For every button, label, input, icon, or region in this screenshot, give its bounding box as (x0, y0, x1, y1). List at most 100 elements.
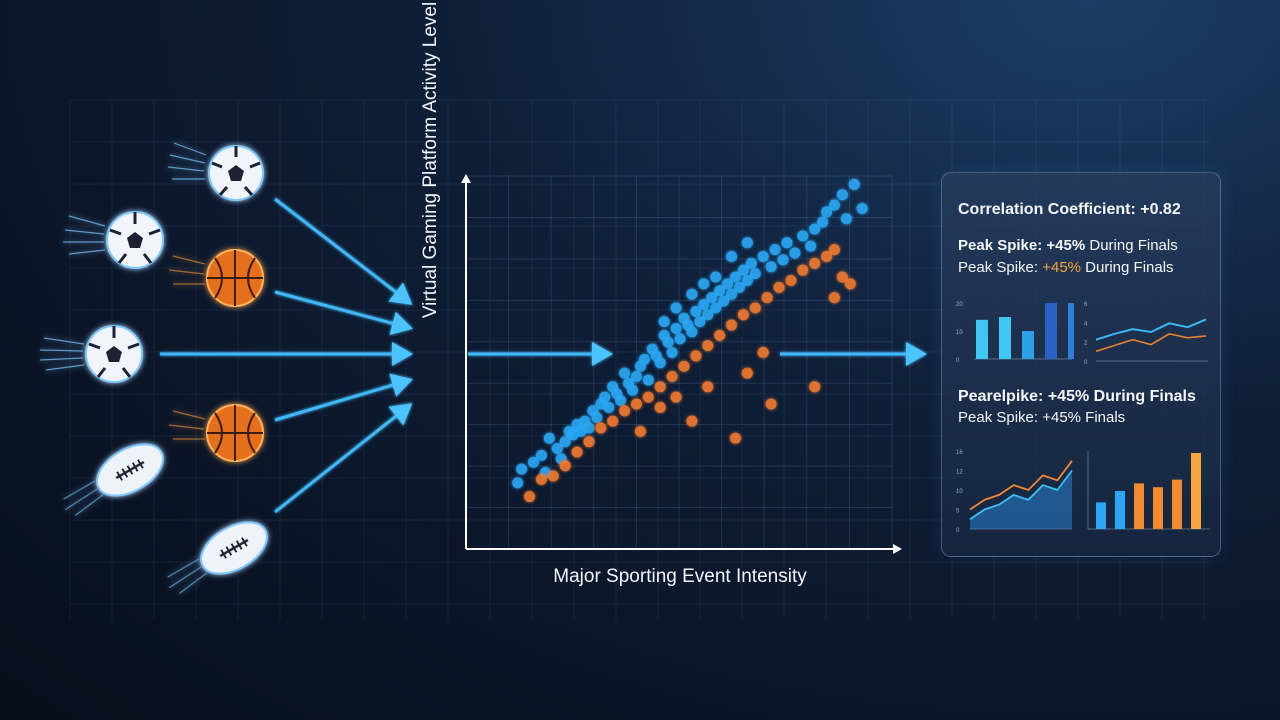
scatter-point (741, 274, 753, 286)
basketball-icon (168, 249, 264, 307)
scatter-point (654, 381, 666, 393)
american-football-icon (63, 443, 164, 516)
scatter-point (749, 302, 761, 314)
peak-spike-suffix: During Finals (1085, 237, 1178, 254)
mini-chart-ticks: 20 10 0 (956, 302, 963, 364)
scatter-point (634, 425, 646, 437)
axes (461, 174, 902, 554)
scatter-point (757, 347, 769, 358)
soccer-ball-icon (39, 325, 143, 383)
mini-chart-tick: 12 (956, 470, 963, 476)
scatter-point (670, 302, 682, 314)
basketball-icon (168, 404, 264, 462)
mini-bar (1096, 502, 1106, 529)
mini-line (969, 469, 1073, 521)
scatter-point (797, 264, 809, 276)
scatter-point (674, 333, 686, 345)
scatter-point (638, 353, 650, 365)
mini-bar (1134, 483, 1144, 529)
mini-chart-ticks: 16 12 10 5 0 (956, 450, 963, 533)
scatter-point (737, 264, 749, 276)
mini-bar (1045, 303, 1057, 359)
scatter-point (828, 292, 840, 304)
scatter-point (745, 257, 757, 269)
scatter-point (658, 316, 670, 328)
scatter-point (642, 391, 654, 403)
scatter-point (559, 436, 571, 448)
scatter-point (769, 244, 781, 256)
scatter-point (749, 268, 761, 280)
mini-bar (1115, 491, 1125, 529)
scatter-point (809, 257, 821, 269)
scatter-point (714, 329, 726, 341)
mini-chart-ticks: 6 4 2 0 (1084, 302, 1088, 365)
scatter-point (706, 292, 718, 304)
mini-chart-tick: 10 (956, 330, 963, 336)
scatter-point (840, 213, 852, 225)
scatter-point (702, 381, 714, 393)
mini-chart-tick: 16 (956, 450, 963, 456)
scatter-point (741, 367, 753, 379)
mini-bar (999, 317, 1011, 359)
scatter-point (781, 237, 793, 249)
flow-arrow-icon (274, 290, 413, 335)
scatter-point (765, 261, 777, 273)
scatter-point (828, 199, 840, 211)
scatter-point (726, 250, 738, 262)
soccer-ball-icon (167, 142, 264, 201)
scatter-point (805, 240, 817, 252)
flow-arrow-icon (274, 373, 413, 422)
mini-chart-tick: 20 (956, 302, 963, 308)
mini-chart-tick: 0 (956, 358, 960, 364)
mini-area-fill (970, 470, 1072, 529)
scatter-point (729, 432, 741, 444)
scatter-point (848, 178, 860, 190)
scatter-point (528, 456, 540, 468)
scatter-point (765, 398, 777, 410)
scatter-point (630, 371, 642, 383)
scatter-point (630, 398, 642, 410)
mini-bar (1153, 487, 1163, 529)
scatter-point (690, 350, 702, 362)
scatter-point (722, 278, 734, 290)
mini-bars (1096, 453, 1201, 529)
american-football-icon (167, 521, 268, 594)
scatter-point (619, 367, 631, 379)
scatter-point (729, 271, 741, 283)
peak-spike-line-4: Peak Spike: +45% Finals (958, 409, 1126, 426)
mini-line (1095, 333, 1207, 353)
scatter-point (773, 281, 785, 293)
mini-chart-tick: 10 (956, 489, 963, 495)
scatter-point (698, 298, 710, 310)
mini-line (1095, 318, 1207, 341)
peak-spike-line-2: Peak Spike: +45% During Finals (958, 259, 1174, 276)
scatter-point (710, 302, 722, 314)
scatter-point (785, 274, 797, 286)
scatter-point (836, 189, 848, 201)
scatter-point (662, 336, 674, 348)
scatter-point (666, 347, 678, 358)
mini-bar (976, 319, 988, 359)
scatter-point (559, 460, 571, 472)
scatter-point (809, 223, 821, 235)
mini-chart-tick: 0 (1084, 360, 1088, 365)
scatter-point (524, 491, 536, 503)
mini-chart-tick: 6 (1084, 302, 1088, 308)
scatter-point (627, 384, 639, 396)
scatter-point (821, 206, 833, 218)
scatter-point (607, 415, 619, 427)
scatter-point (690, 305, 702, 317)
y-axis-label: Virtual Gaming Platform Activity Level (420, 1, 441, 319)
flow-arrows (160, 197, 927, 514)
mini-bar (1172, 479, 1182, 529)
scatter-point (595, 422, 607, 434)
scatter-point (733, 281, 745, 293)
scatter-point (654, 401, 666, 413)
mini-area-chart: 16 12 10 5 0 (956, 450, 1073, 533)
scatter-point (619, 405, 631, 417)
scatter-point (583, 436, 595, 448)
scatter-point (836, 271, 848, 283)
plot-grid (466, 175, 893, 549)
scatter-point (702, 309, 714, 321)
mini-bar (1068, 303, 1074, 359)
